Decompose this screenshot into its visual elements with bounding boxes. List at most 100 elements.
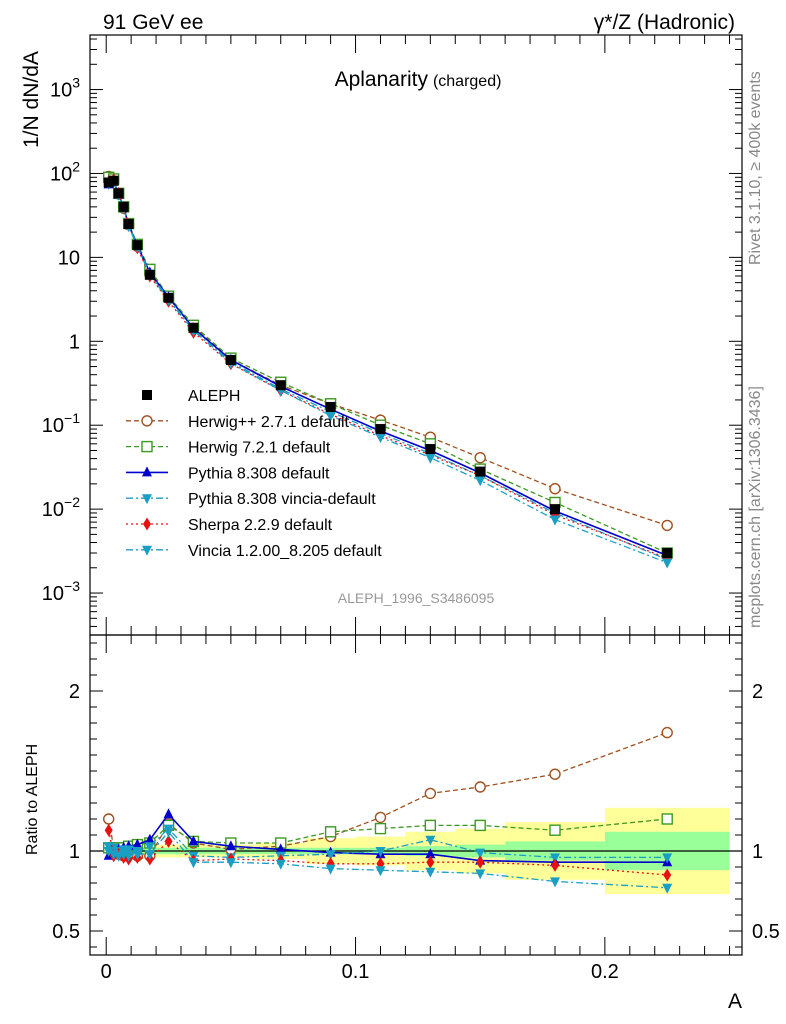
header-right: γ*/Z (Hadronic) bbox=[594, 11, 735, 34]
ratio-point-herwig-2-7-1-default bbox=[374, 811, 387, 824]
ratio-point-vincia-1-2-00-8-205-default bbox=[163, 827, 174, 838]
ratio-point-pythia-8-308-vincia-default bbox=[144, 842, 155, 853]
chart-title-sub: (charged) bbox=[433, 73, 501, 90]
legend-entry: Vincia 1.2.00_8.205 default bbox=[126, 543, 382, 560]
mcplots-label: mcplots.cern.ch [arXiv:1306.3436] bbox=[747, 386, 764, 628]
ratio-point-vincia-1-2-00-8-205-default bbox=[275, 859, 286, 870]
ratio-point-pythia-8-308-vincia-default bbox=[325, 850, 336, 861]
ratio-point-sherpa-2-2-9-default bbox=[164, 834, 173, 848]
ratio-point-herwig-7-2-1-default bbox=[474, 819, 486, 832]
series-point-herwig-2-7-1-default bbox=[549, 483, 561, 495]
ratio-point-sherpa-2-2-9-default bbox=[104, 823, 113, 837]
data-point-aleph bbox=[475, 466, 486, 477]
ratio-point-pythia-8-308-vincia-default bbox=[662, 853, 673, 864]
series-point-vincia-1-2-00-8-205-default bbox=[475, 476, 486, 487]
main-panel-series bbox=[102, 170, 673, 569]
x-tick-label: 0.1 bbox=[342, 961, 370, 983]
main-y-tick-label: 102 bbox=[50, 158, 80, 185]
legend: ALEPH Herwig++ 2.7.1 default Herwig 7.2.1 … bbox=[126, 388, 382, 560]
data-point-aleph bbox=[425, 444, 436, 455]
data-point-aleph bbox=[275, 380, 286, 391]
ratio-y-tick-label: 2 bbox=[69, 681, 80, 703]
ratio-y-tick-label-right: 2 bbox=[752, 681, 763, 703]
chart-title-main: Aplanarity bbox=[335, 68, 429, 91]
ratio-point-pythia-8-308-vincia-default bbox=[425, 835, 436, 846]
ratio-point-vincia-1-2-00-8-205-default bbox=[425, 867, 436, 878]
ratio-point-vincia-1-2-00-8-205-default bbox=[325, 864, 336, 875]
ratio-point-herwig-2-7-1-default bbox=[661, 726, 673, 739]
legend-label: Herwig 7.2.1 default bbox=[188, 440, 331, 457]
ratio-point-vincia-1-2-00-8-205-default bbox=[123, 851, 134, 862]
series-point-vincia-1-2-00-8-205-default bbox=[375, 433, 386, 444]
ratio-point-pythia-8-308-default bbox=[275, 843, 286, 854]
legend-entry: Pythia 8.308 vincia-default bbox=[126, 491, 376, 508]
main-y-tick-label: 1 bbox=[69, 331, 80, 353]
series-point-vincia-1-2-00-8-205-default bbox=[425, 453, 436, 464]
main-y-tick-label: 10−3 bbox=[42, 578, 80, 605]
data-point-aleph bbox=[132, 240, 143, 251]
data-point-aleph bbox=[108, 175, 119, 186]
data-point-aleph bbox=[662, 548, 673, 559]
ratio-point-pythia-8-308-default bbox=[225, 840, 236, 851]
ratio-point-pythia-8-308-vincia-default bbox=[550, 853, 561, 864]
series-line-herwig-7-2-1-default bbox=[108, 176, 668, 554]
ratio-point-pythia-8-308-default bbox=[425, 848, 436, 859]
legend-label: Pythia 8.308 default bbox=[188, 465, 330, 482]
data-point-aleph bbox=[113, 188, 124, 199]
ratio-point-vincia-1-2-00-8-205-default bbox=[375, 866, 386, 877]
series-point-vincia-1-2-00-8-205-default bbox=[550, 515, 561, 526]
x-tick-label: 0 bbox=[101, 961, 112, 983]
legend-marker bbox=[142, 466, 152, 477]
ratio-point-pythia-8-308-default bbox=[163, 808, 174, 819]
ratio-y-tick-label-right: 0.5 bbox=[752, 921, 780, 943]
ratio-point-pythia-8-308-vincia-default bbox=[375, 847, 386, 857]
analysis-label: ALEPH_1996_S3486095 bbox=[338, 590, 495, 606]
legend-label: Pythia 8.308 vincia-default bbox=[188, 491, 376, 508]
ratio-y-tick-label: 1 bbox=[69, 841, 80, 863]
data-point-aleph bbox=[325, 401, 336, 412]
legend-entry: Herwig 7.2.1 default bbox=[126, 440, 331, 457]
ratio-point-pythia-8-308-default bbox=[144, 833, 155, 844]
main-y-axis-label: 1/N dN/dA bbox=[20, 51, 43, 148]
ratio-point-vincia-1-2-00-8-205-default bbox=[103, 847, 114, 857]
ratio-point-herwig-2-7-1-default bbox=[474, 781, 486, 793]
main-y-tick-label: 10−2 bbox=[42, 494, 80, 521]
series-line-herwig-2-7-1-default bbox=[108, 175, 668, 527]
series-point-herwig-2-7-1-default bbox=[661, 519, 673, 532]
ratio-y-tick-label: 0.5 bbox=[52, 921, 80, 943]
ratio-panel-ticks: 0 0.1 0.2 2 2 1 1 0.5 0.5 bbox=[52, 635, 780, 983]
ratio-point-sherpa-2-2-9-default bbox=[476, 855, 485, 869]
legend-entry: Sherpa 2.2.9 default bbox=[126, 517, 333, 534]
ratio-point-vincia-1-2-00-8-205-default bbox=[144, 850, 155, 861]
series-point-herwig-2-7-1-default bbox=[474, 452, 486, 464]
legend-marker bbox=[142, 494, 152, 505]
ratio-point-pythia-8-308-vincia-default bbox=[475, 848, 486, 859]
ratio-point-sherpa-2-2-9-default bbox=[426, 855, 435, 869]
legend-entry: Pythia 8.308 default bbox=[126, 465, 330, 482]
ratio-point-herwig-7-2-1-default bbox=[549, 824, 561, 836]
legend-marker bbox=[142, 390, 152, 400]
legend-marker bbox=[142, 545, 152, 556]
legend-entry: Herwig++ 2.7.1 default bbox=[126, 414, 350, 431]
ratio-point-herwig-7-2-1-default bbox=[424, 819, 437, 832]
legend-label: Herwig++ 2.7.1 default bbox=[188, 414, 350, 431]
data-point-aleph bbox=[123, 218, 134, 229]
ratio-point-pythia-8-308-vincia-default bbox=[123, 845, 134, 856]
legend-marker bbox=[141, 440, 153, 453]
ratio-point-herwig-7-2-1-default bbox=[661, 813, 673, 825]
series-point-vincia-1-2-00-8-205-default bbox=[662, 558, 673, 569]
ratio-point-herwig-2-7-1-default bbox=[102, 813, 115, 825]
legend-label: ALEPH bbox=[188, 388, 240, 405]
ratio-point-vincia-1-2-00-8-205-default bbox=[662, 883, 673, 894]
ratio-point-herwig-2-7-1-default bbox=[424, 787, 437, 800]
ratio-y-tick-label-right: 1 bbox=[752, 841, 763, 863]
data-point-aleph bbox=[188, 322, 199, 333]
ratio-point-vincia-1-2-00-8-205-default bbox=[188, 858, 199, 869]
legend-entry: ALEPH bbox=[142, 388, 240, 405]
main-panel-data-points bbox=[103, 175, 673, 559]
ratio-panel-series bbox=[102, 726, 673, 894]
data-point-aleph bbox=[163, 292, 174, 303]
main-y-tick-label: 10 bbox=[58, 247, 80, 269]
